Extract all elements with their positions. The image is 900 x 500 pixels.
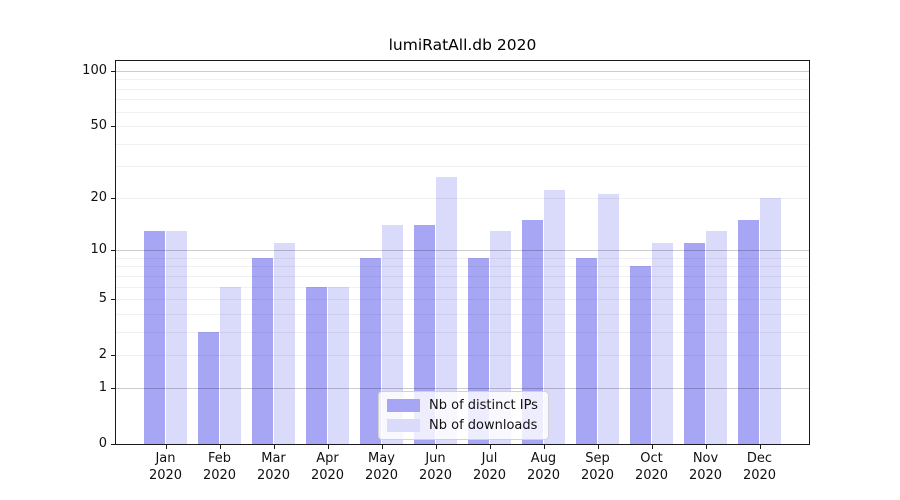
bar-downloads-may <box>381 225 404 444</box>
bar-distinct-ips-dec <box>737 219 760 444</box>
legend: Nb of distinct IPs Nb of downloads <box>378 391 549 440</box>
bar-distinct-ips-jun <box>413 225 436 444</box>
x-tick-label-apr: Apr 2020 <box>310 451 345 483</box>
legend-swatch-distinct-ips <box>387 399 420 412</box>
y-tick-label: 1 <box>98 379 107 395</box>
bar-downloads-apr <box>327 286 350 444</box>
bar-downloads-aug <box>543 190 566 444</box>
gridline <box>116 313 809 315</box>
y-tick-mark <box>111 444 115 446</box>
x-tick-mark <box>165 444 167 449</box>
y-tick-mark <box>111 70 115 72</box>
x-tick-label-mar: Mar 2020 <box>256 451 291 483</box>
chart-title: lumiRatAll.db 2020 <box>388 36 537 54</box>
legend-label-downloads: Nb of downloads <box>429 418 538 433</box>
gridline <box>116 286 809 288</box>
gridline <box>116 266 809 268</box>
bar-distinct-ips-jan <box>143 230 166 444</box>
x-tick-label-jun: Jun 2020 <box>418 451 453 483</box>
y-tick-mark <box>111 250 115 252</box>
y-tick-label: 100 <box>82 62 107 78</box>
x-tick-mark <box>543 444 545 449</box>
x-tick-label-jan: Jan 2020 <box>148 451 183 483</box>
x-tick-mark <box>435 444 437 449</box>
plot-area: Nb of distinct IPs Nb of downloads <box>111 60 810 449</box>
bar-distinct-ips-oct <box>629 266 652 444</box>
gridline <box>116 166 809 168</box>
x-tick-mark <box>597 444 599 449</box>
x-tick-label-nov: Nov 2020 <box>688 451 723 483</box>
x-tick-label-dec: Dec 2020 <box>742 451 777 483</box>
bar-distinct-ips-may <box>359 257 382 444</box>
x-tick-mark <box>219 444 221 449</box>
y-tick-label: 0 <box>98 436 107 451</box>
bar-downloads-jul <box>489 230 512 444</box>
bar-downloads-nov <box>705 230 728 444</box>
x-tick-label-feb: Feb 2020 <box>202 451 237 483</box>
gridline <box>116 126 809 128</box>
y-tick-mark <box>111 387 115 390</box>
x-tick-mark <box>273 444 275 449</box>
y-tick-label: 5 <box>98 291 107 307</box>
legend-item-downloads: Nb of downloads <box>387 418 538 433</box>
gridline <box>116 79 809 81</box>
gridline <box>116 70 809 72</box>
x-tick-mark <box>705 444 707 449</box>
y-tick-label: 50 <box>90 118 107 134</box>
bar-distinct-ips-mar <box>251 257 274 444</box>
y-tick-mark <box>111 126 115 128</box>
y-tick-mark <box>111 197 115 199</box>
gridline <box>116 250 809 252</box>
bar-distinct-ips-aug <box>521 219 544 444</box>
x-tick-label-aug: Aug 2020 <box>526 451 561 483</box>
gridline <box>116 299 809 301</box>
gridline <box>116 331 809 333</box>
x-tick-label-jul: Jul 2020 <box>472 451 507 483</box>
gridline <box>116 257 809 259</box>
gridline <box>116 143 809 145</box>
y-tick-mark <box>111 299 115 301</box>
legend-item-distinct-ips: Nb of distinct IPs <box>387 398 538 413</box>
gridline <box>116 355 809 357</box>
y-tick-label: 20 <box>90 189 107 205</box>
bar-downloads-mar <box>273 243 296 444</box>
x-tick-mark <box>759 444 761 449</box>
y-tick-label: 10 <box>90 242 107 258</box>
bar-distinct-ips-apr <box>305 286 328 444</box>
gridline <box>116 387 809 389</box>
bar-downloads-oct <box>651 243 674 444</box>
gridline <box>116 275 809 277</box>
bar-downloads-jan <box>165 230 188 444</box>
x-tick-mark <box>489 444 491 449</box>
gridline <box>116 197 809 199</box>
x-tick-label-sep: Sep 2020 <box>580 451 615 483</box>
x-tick-label-oct: Oct 2020 <box>634 451 669 483</box>
bar-downloads-dec <box>759 197 782 444</box>
y-tick-label: 2 <box>98 347 107 363</box>
x-tick-label-may: May 2020 <box>364 451 399 483</box>
y-tick-mark <box>111 355 115 357</box>
legend-label-distinct-ips: Nb of distinct IPs <box>429 398 538 413</box>
x-tick-mark <box>651 444 653 449</box>
bar-distinct-ips-feb <box>197 331 220 444</box>
bar-downloads-sep <box>597 194 620 444</box>
bar-downloads-feb <box>219 286 242 444</box>
bar-downloads-jun <box>435 177 458 444</box>
legend-swatch-downloads <box>387 419 420 432</box>
x-tick-mark <box>381 444 383 449</box>
x-tick-mark <box>327 444 329 449</box>
gridline <box>116 99 809 101</box>
bar-distinct-ips-nov <box>683 243 706 444</box>
bar-distinct-ips-sep <box>575 257 598 444</box>
gridline <box>116 88 809 90</box>
gridline <box>116 111 809 113</box>
